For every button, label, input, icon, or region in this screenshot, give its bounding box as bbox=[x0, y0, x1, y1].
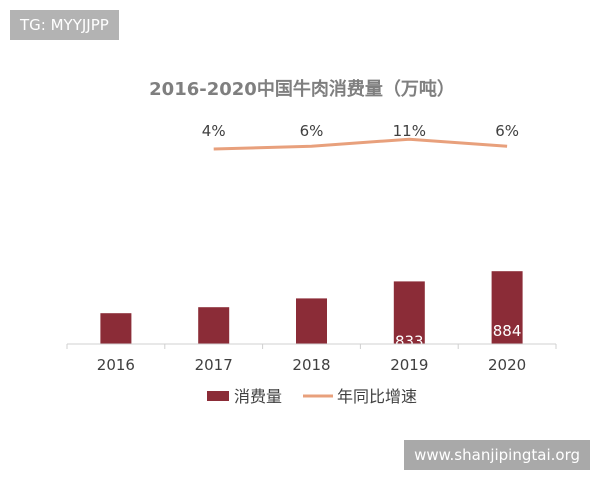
bar-label-2019: 833 bbox=[395, 332, 424, 350]
legend: 消费量 年同比增速 bbox=[207, 387, 417, 406]
watermark: www.shanjipingtai.org bbox=[404, 440, 590, 470]
legend-label-line: 年同比增速 bbox=[337, 387, 417, 406]
x-axis: 2016 2017 2018 2019 2020 bbox=[66, 343, 557, 374]
bar-2016 bbox=[100, 313, 132, 344]
bar-2018 bbox=[296, 298, 327, 344]
bar-2020 bbox=[491, 271, 523, 344]
chart-title: 2016-2020中国牛肉消费量（万吨） bbox=[149, 78, 455, 100]
line-label-2019: 11% bbox=[393, 122, 426, 140]
line-label-2017: 4% bbox=[202, 122, 226, 140]
bars-layer: 674 704 748 833 884 bbox=[100, 271, 523, 382]
line-label-2018: 6% bbox=[300, 122, 324, 140]
bar-label-2018: 748 bbox=[297, 349, 326, 367]
bar-2019 bbox=[393, 281, 425, 344]
x-tick-label-2019: 2019 bbox=[390, 356, 428, 374]
growth-line bbox=[213, 137, 508, 151]
line-layer: 4% 6% 11% 6% bbox=[202, 122, 519, 151]
bar-label-2017: 704 bbox=[199, 358, 228, 376]
legend-label-bar: 消费量 bbox=[234, 387, 282, 406]
bar-label-2016: 674 bbox=[102, 364, 131, 382]
bar-label-2020: 884 bbox=[493, 322, 522, 340]
line-label-2020: 6% bbox=[495, 122, 519, 140]
x-tick-label-2020: 2020 bbox=[488, 356, 526, 374]
x-tick-label-2017: 2017 bbox=[195, 356, 233, 374]
bar-2017 bbox=[198, 307, 230, 344]
tag-badge: TG: MYYJJPP bbox=[10, 10, 119, 40]
x-tick-label-2016: 2016 bbox=[97, 356, 135, 374]
x-tick-label-2018: 2018 bbox=[292, 356, 330, 374]
legend-swatch-bar bbox=[207, 391, 229, 401]
